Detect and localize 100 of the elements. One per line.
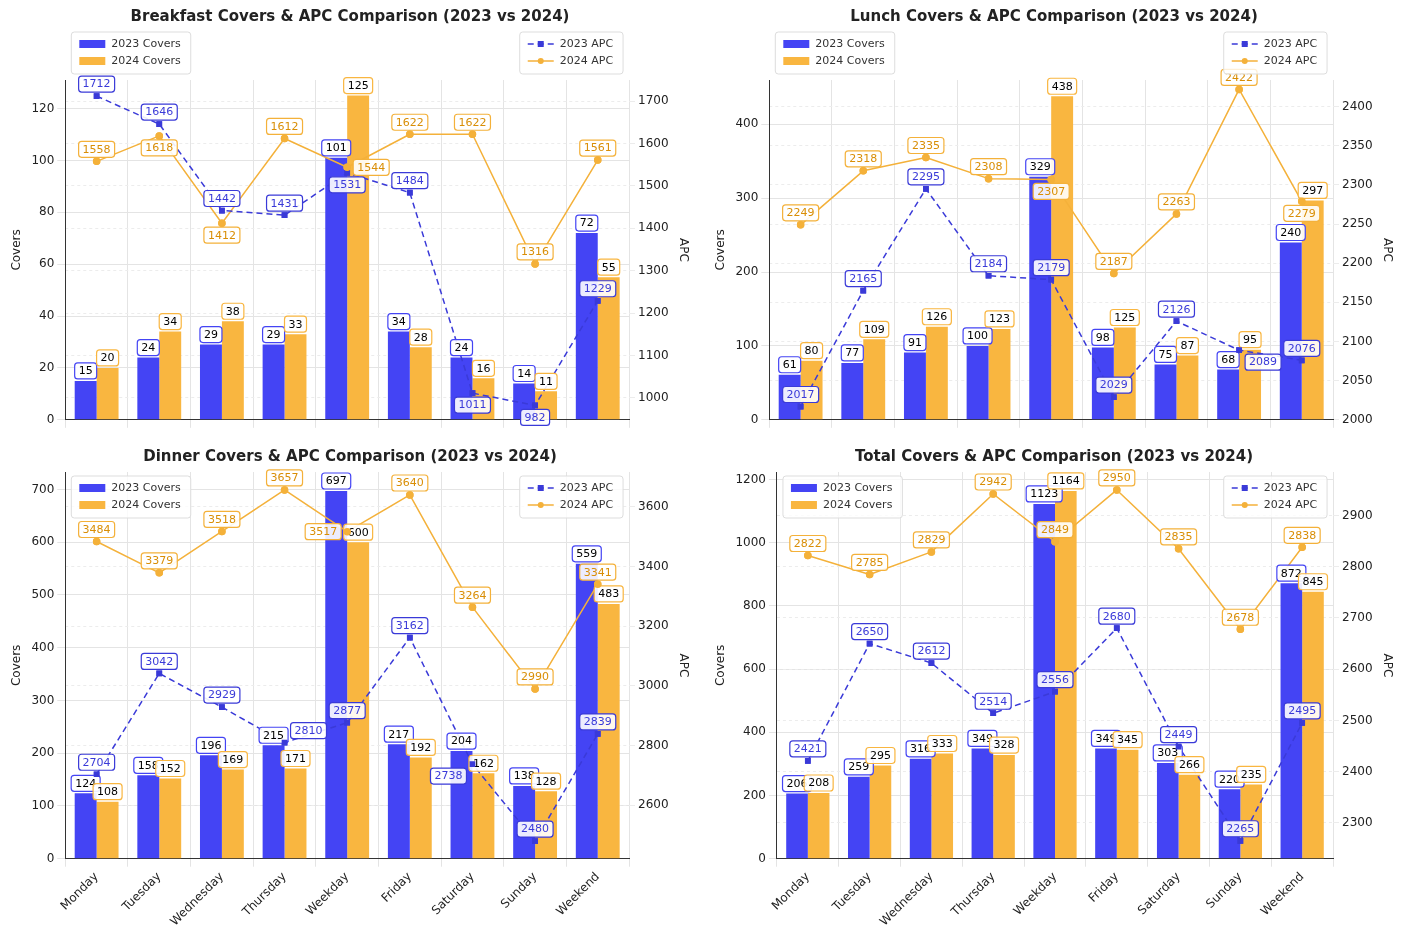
y-tick-label: 400 <box>735 116 759 131</box>
y2-tick-label: 2300 <box>1342 177 1373 192</box>
data-label: 217 <box>388 727 410 741</box>
y-tick-label: 600 <box>31 534 55 549</box>
point <box>796 221 805 229</box>
y2-axis-title: APC <box>676 237 691 262</box>
data-label: 1484 <box>395 174 424 188</box>
data-label: 108 <box>97 785 119 799</box>
point <box>219 207 225 214</box>
point <box>1235 85 1243 94</box>
data-label: 259 <box>848 760 870 774</box>
data-label: 1618 <box>145 141 174 155</box>
point <box>343 163 351 172</box>
data-label: 1442 <box>207 191 236 205</box>
y2-tick-label: 1600 <box>638 135 669 150</box>
data-label: 55 <box>601 260 616 274</box>
y-tick-label: 1000 <box>735 534 766 549</box>
point <box>93 93 100 99</box>
point <box>927 548 936 556</box>
y-tick-label: 60 <box>39 256 55 271</box>
data-label: 295 <box>869 748 891 762</box>
y-tick-label: 0 <box>46 850 55 865</box>
point <box>1299 720 1306 726</box>
data-label: 328 <box>993 738 1015 752</box>
data-label: 2335 <box>911 138 940 152</box>
data-label: 2738 <box>434 769 463 783</box>
data-label: 2422 <box>1225 70 1254 84</box>
point <box>593 580 602 588</box>
data-label: 2877 <box>333 703 362 717</box>
y2-tick-label: 1400 <box>638 220 669 235</box>
data-label: 38 <box>225 304 240 318</box>
point <box>406 130 414 138</box>
point <box>1298 543 1306 552</box>
data-label: 3341 <box>583 565 612 579</box>
data-label: 1612 <box>270 119 299 133</box>
y2-tick-label: 2400 <box>1342 763 1373 778</box>
chart-title: Lunch Covers & APC Comparison (2023 vs 2024) <box>850 6 1258 25</box>
data-label: 2612 <box>917 644 946 658</box>
y2-tick-label: 2400 <box>1342 98 1373 113</box>
point <box>406 491 414 499</box>
legend-label: 2024 Covers <box>111 497 182 511</box>
data-label: 34 <box>391 314 406 328</box>
data-label: 2449 <box>1164 727 1193 741</box>
data-label: 345 <box>1117 733 1139 747</box>
data-label: 2421 <box>793 742 822 756</box>
point <box>155 569 164 577</box>
data-label: 2822 <box>793 536 822 550</box>
legend-label: 2024 Covers <box>111 53 182 67</box>
data-label: 3517 <box>309 525 338 539</box>
data-label: 215 <box>263 728 285 742</box>
y-tick-label: 500 <box>31 587 55 602</box>
data-label: 101 <box>325 141 347 155</box>
y-tick-label: 400 <box>743 724 766 739</box>
data-label: 2263 <box>1162 195 1191 209</box>
data-label: 240 <box>1280 225 1302 239</box>
data-label: 2838 <box>1288 528 1317 542</box>
point <box>860 287 867 294</box>
data-label: 20 <box>100 351 115 365</box>
data-label: 24 <box>141 340 156 354</box>
y-tick-label: 300 <box>31 692 55 707</box>
point <box>1174 545 1183 553</box>
legend-label: 2023 Covers <box>111 36 182 50</box>
data-label: 3484 <box>82 522 111 536</box>
data-label: 91 <box>907 335 922 349</box>
data-label: 3518 <box>207 512 236 526</box>
point <box>531 685 539 693</box>
data-label: 2017 <box>786 387 815 401</box>
data-label: 1316 <box>521 245 550 259</box>
y2-axis-title: APC <box>1380 653 1395 678</box>
point <box>218 219 226 227</box>
y2-tick-label: 2050 <box>1342 372 1373 387</box>
point <box>928 660 935 666</box>
y2-tick-label: 2000 <box>1342 411 1373 426</box>
data-label: 171 <box>285 751 306 765</box>
y2-tick-label: 2800 <box>1342 558 1373 573</box>
data-label: 333 <box>931 736 953 750</box>
y2-tick-label: 3200 <box>638 618 669 633</box>
point <box>469 390 476 396</box>
point <box>859 167 868 175</box>
data-label: 16 <box>476 361 491 375</box>
point <box>1297 197 1306 206</box>
data-label: 1229 <box>583 282 612 296</box>
point <box>1298 357 1305 364</box>
data-label: 297 <box>1302 183 1324 197</box>
data-label: 72 <box>579 216 594 230</box>
data-label: 2839 <box>583 715 612 729</box>
y-tick-label: 600 <box>743 661 766 676</box>
point <box>92 157 101 166</box>
data-label: 2265 <box>1226 822 1255 836</box>
data-label: 109 <box>863 322 885 336</box>
data-label: 100 <box>967 329 989 343</box>
chart-title: Breakfast Covers & APC Comparison (2023 vs 2024) <box>130 6 570 25</box>
point <box>156 121 163 127</box>
data-label: 123 <box>989 312 1010 326</box>
data-label: 2126 <box>1162 302 1191 316</box>
data-label: 128 <box>535 774 557 788</box>
y-axis-title: Covers <box>713 644 728 687</box>
data-label: 208 <box>808 776 830 790</box>
data-label: 2950 <box>1102 471 1131 485</box>
data-label: 3657 <box>270 471 299 485</box>
